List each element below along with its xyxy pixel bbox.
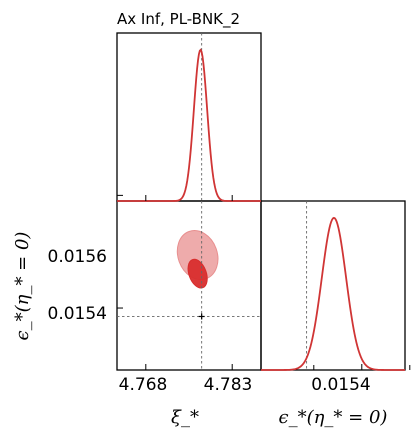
marginal-curves: [117, 48, 405, 371]
marginal-curve-eps: [261, 216, 405, 371]
x-tick-label-1: 4.768: [119, 375, 168, 395]
panel-eps-marginal: [260, 200, 406, 371]
marginal-curve-xi: [117, 48, 261, 202]
x-tick-label-2: 4.783: [204, 375, 253, 395]
panel-xi-marginal: [116, 32, 262, 202]
reference-lines: [117, 33, 308, 370]
panel-joint: [116, 200, 262, 371]
y-tick-label-1: 0.0154: [48, 304, 107, 324]
x-axis-label: ξ_*: [171, 407, 199, 428]
joint-contours: [176, 230, 219, 289]
y-tick-label-2: 0.0156: [48, 247, 107, 267]
y-axis-label: ϵ_*(η_* = 0): [12, 232, 33, 341]
contour-68pct: [187, 258, 208, 289]
x2-axis-label: ϵ_*(η_* = 0): [279, 407, 388, 428]
axis-ticks: [117, 194, 411, 370]
x2-tick-label-1: 0.0154: [311, 375, 370, 395]
chart-title: Ax Inf, PL-BNK_2: [117, 10, 240, 29]
